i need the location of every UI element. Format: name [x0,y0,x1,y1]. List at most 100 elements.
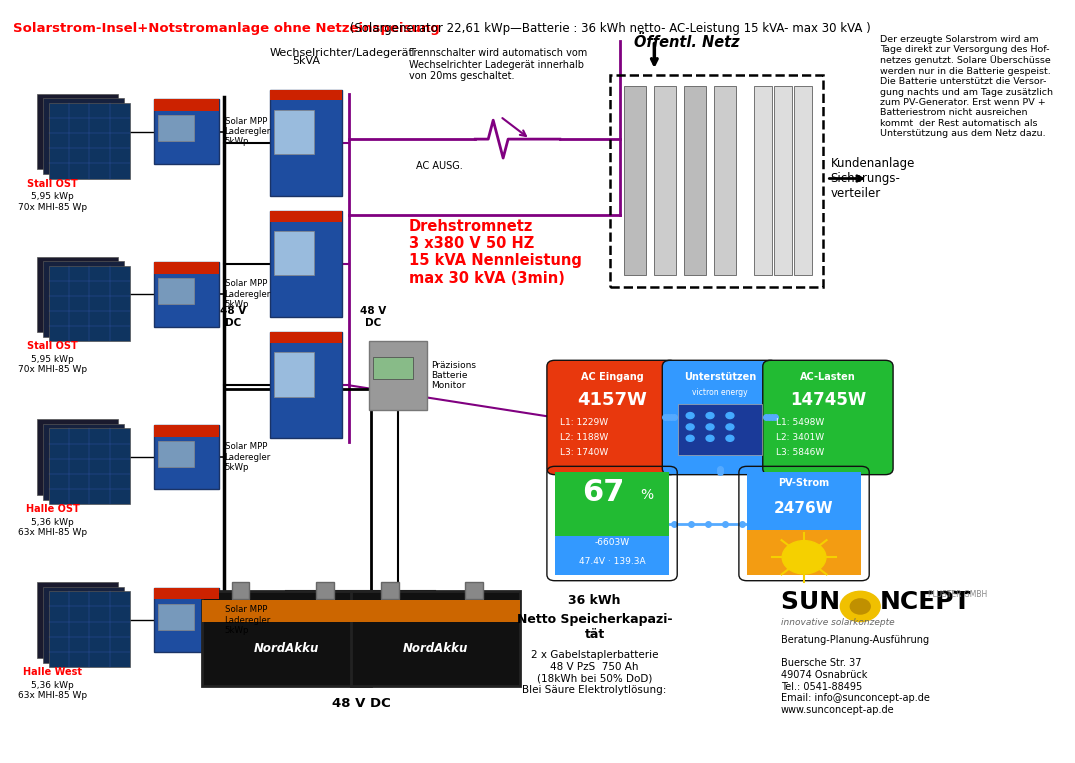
FancyBboxPatch shape [202,591,371,686]
Circle shape [726,435,734,441]
Text: 5kVA: 5kVA [292,56,320,66]
Text: (Solargenerator 22,61 kWp—Batterie : 36 kWh netto- AC-Leistung 15 kVA- max 30 kV: (Solargenerator 22,61 kWp—Batterie : 36 … [346,21,871,34]
Text: victron energy: victron energy [692,388,748,397]
Text: Stall OST: Stall OST [27,179,77,188]
Text: Solar MPP
Laderegler
5kWp: Solar MPP Laderegler 5kWp [225,605,271,635]
Text: Solar MPP
Laderegler
5kWp: Solar MPP Laderegler 5kWp [225,443,271,472]
FancyBboxPatch shape [763,360,893,475]
FancyBboxPatch shape [43,261,124,336]
Text: Netto Speicherkapazi-
tät: Netto Speicherkapazi- tät [517,613,672,640]
Text: 47.4V · 139.3A: 47.4V · 139.3A [578,557,645,566]
Text: AC AUSG.: AC AUSG. [416,161,462,171]
Text: Unterstützen: Unterstützen [684,372,756,382]
Text: Solar MPP
Laderegler
5kWp: Solar MPP Laderegler 5kWp [225,279,271,309]
Text: 5,36 kWp
63x MHI-85 Wp: 5,36 kWp 63x MHI-85 Wp [18,518,87,537]
FancyBboxPatch shape [350,591,520,686]
Text: Kundenanlage
Sicherungs-
verteiler: Kundenanlage Sicherungs- verteiler [830,157,915,200]
Circle shape [686,413,694,419]
Text: NCEPT: NCEPT [880,590,972,613]
FancyBboxPatch shape [155,425,219,436]
Text: L3: 5846W: L3: 5846W [776,448,823,457]
FancyBboxPatch shape [747,472,861,530]
FancyBboxPatch shape [43,424,124,500]
FancyBboxPatch shape [747,530,861,575]
FancyBboxPatch shape [662,360,777,475]
Text: Wechselrichter/Ladegerät: Wechselrichter/Ladegerät [270,48,413,58]
Circle shape [706,435,714,441]
FancyBboxPatch shape [155,99,219,111]
FancyBboxPatch shape [274,352,314,397]
FancyBboxPatch shape [48,591,130,667]
FancyBboxPatch shape [155,262,219,274]
FancyBboxPatch shape [48,266,130,341]
Text: %: % [640,488,653,501]
Text: 48 V
DC: 48 V DC [360,306,386,328]
FancyBboxPatch shape [369,341,427,410]
Text: 48 V
DC: 48 V DC [220,306,246,328]
FancyBboxPatch shape [158,604,193,629]
Text: NordAkku: NordAkku [254,642,319,655]
FancyBboxPatch shape [555,536,670,575]
FancyBboxPatch shape [43,587,124,662]
Text: L1: 5498W: L1: 5498W [776,418,823,427]
Circle shape [686,435,694,441]
Circle shape [686,424,694,430]
Text: Trennschalter wird automatisch vom
Wechselrichter Ladegerät innerhalb
von 20ms g: Trennschalter wird automatisch vom Wechs… [408,48,587,82]
FancyBboxPatch shape [793,86,812,275]
FancyBboxPatch shape [271,332,342,343]
FancyBboxPatch shape [37,582,118,658]
Circle shape [726,413,734,419]
FancyBboxPatch shape [381,582,399,599]
Text: Solar MPP
Laderegler
5kWp: Solar MPP Laderegler 5kWp [225,117,271,146]
FancyBboxPatch shape [271,90,342,101]
Text: 2 x Gabelstaplerbatterie
48 V PzS  750 Ah
(18kWh bei 50% DoD)
Blei Säure Elektro: 2 x Gabelstaplerbatterie 48 V PzS 750 Ah… [522,650,666,695]
Circle shape [850,599,870,614]
FancyBboxPatch shape [754,86,772,275]
Text: Präzisions
Batterie
Monitor: Präzisions Batterie Monitor [431,361,476,391]
FancyBboxPatch shape [37,420,118,495]
Text: -6603W: -6603W [594,538,630,547]
Text: L1: 1229W: L1: 1229W [560,418,608,427]
FancyBboxPatch shape [48,429,130,504]
Text: Stall OST: Stall OST [27,341,77,351]
Circle shape [783,541,826,574]
Text: 14745W: 14745W [790,391,866,409]
FancyBboxPatch shape [625,86,646,275]
Text: 4157W: 4157W [577,391,647,409]
Text: Öffentl. Netz: Öffentl. Netz [634,34,740,50]
Text: PV-Strom: PV-Strom [778,478,830,488]
Text: PLUSTER GMBH: PLUSTER GMBH [929,590,988,599]
Text: Der erzeugte Solarstrom wird am
Tage direkt zur Versorgung des Hof-
netzes genut: Der erzeugte Solarstrom wird am Tage dir… [880,34,1054,138]
FancyBboxPatch shape [155,588,219,600]
Text: Halle OST: Halle OST [26,504,80,514]
FancyBboxPatch shape [555,472,670,536]
FancyBboxPatch shape [547,360,677,475]
FancyBboxPatch shape [655,86,676,275]
Text: Solarstrom-Insel+Notstromanlage ohne Netzeinspeisung: Solarstrom-Insel+Notstromanlage ohne Net… [13,21,440,34]
FancyBboxPatch shape [158,115,193,141]
Text: 48 V DC: 48 V DC [331,697,390,710]
FancyBboxPatch shape [678,404,762,455]
Text: Halle West: Halle West [23,667,82,677]
Text: innovative solarkonzepte: innovative solarkonzepte [780,618,894,627]
FancyBboxPatch shape [350,600,520,622]
Text: L2: 1188W: L2: 1188W [560,433,608,442]
FancyBboxPatch shape [274,110,314,154]
FancyBboxPatch shape [271,211,342,317]
FancyBboxPatch shape [231,582,249,599]
FancyBboxPatch shape [155,99,219,164]
FancyBboxPatch shape [271,332,342,438]
FancyBboxPatch shape [316,582,334,599]
FancyBboxPatch shape [158,441,193,467]
Circle shape [706,413,714,419]
Text: 36 kWh: 36 kWh [569,594,621,607]
FancyBboxPatch shape [48,103,130,179]
FancyBboxPatch shape [271,90,342,196]
FancyBboxPatch shape [684,86,706,275]
FancyBboxPatch shape [271,211,342,222]
Circle shape [706,424,714,430]
FancyBboxPatch shape [37,94,118,169]
Circle shape [726,424,734,430]
Text: SUN C: SUN C [780,590,866,613]
Text: Beratung-Planung-Ausführung

Buersche Str. 37
49074 Osnabrück
Tel.: 0541-88495
E: Beratung-Planung-Ausführung Buersche Str… [780,636,930,715]
